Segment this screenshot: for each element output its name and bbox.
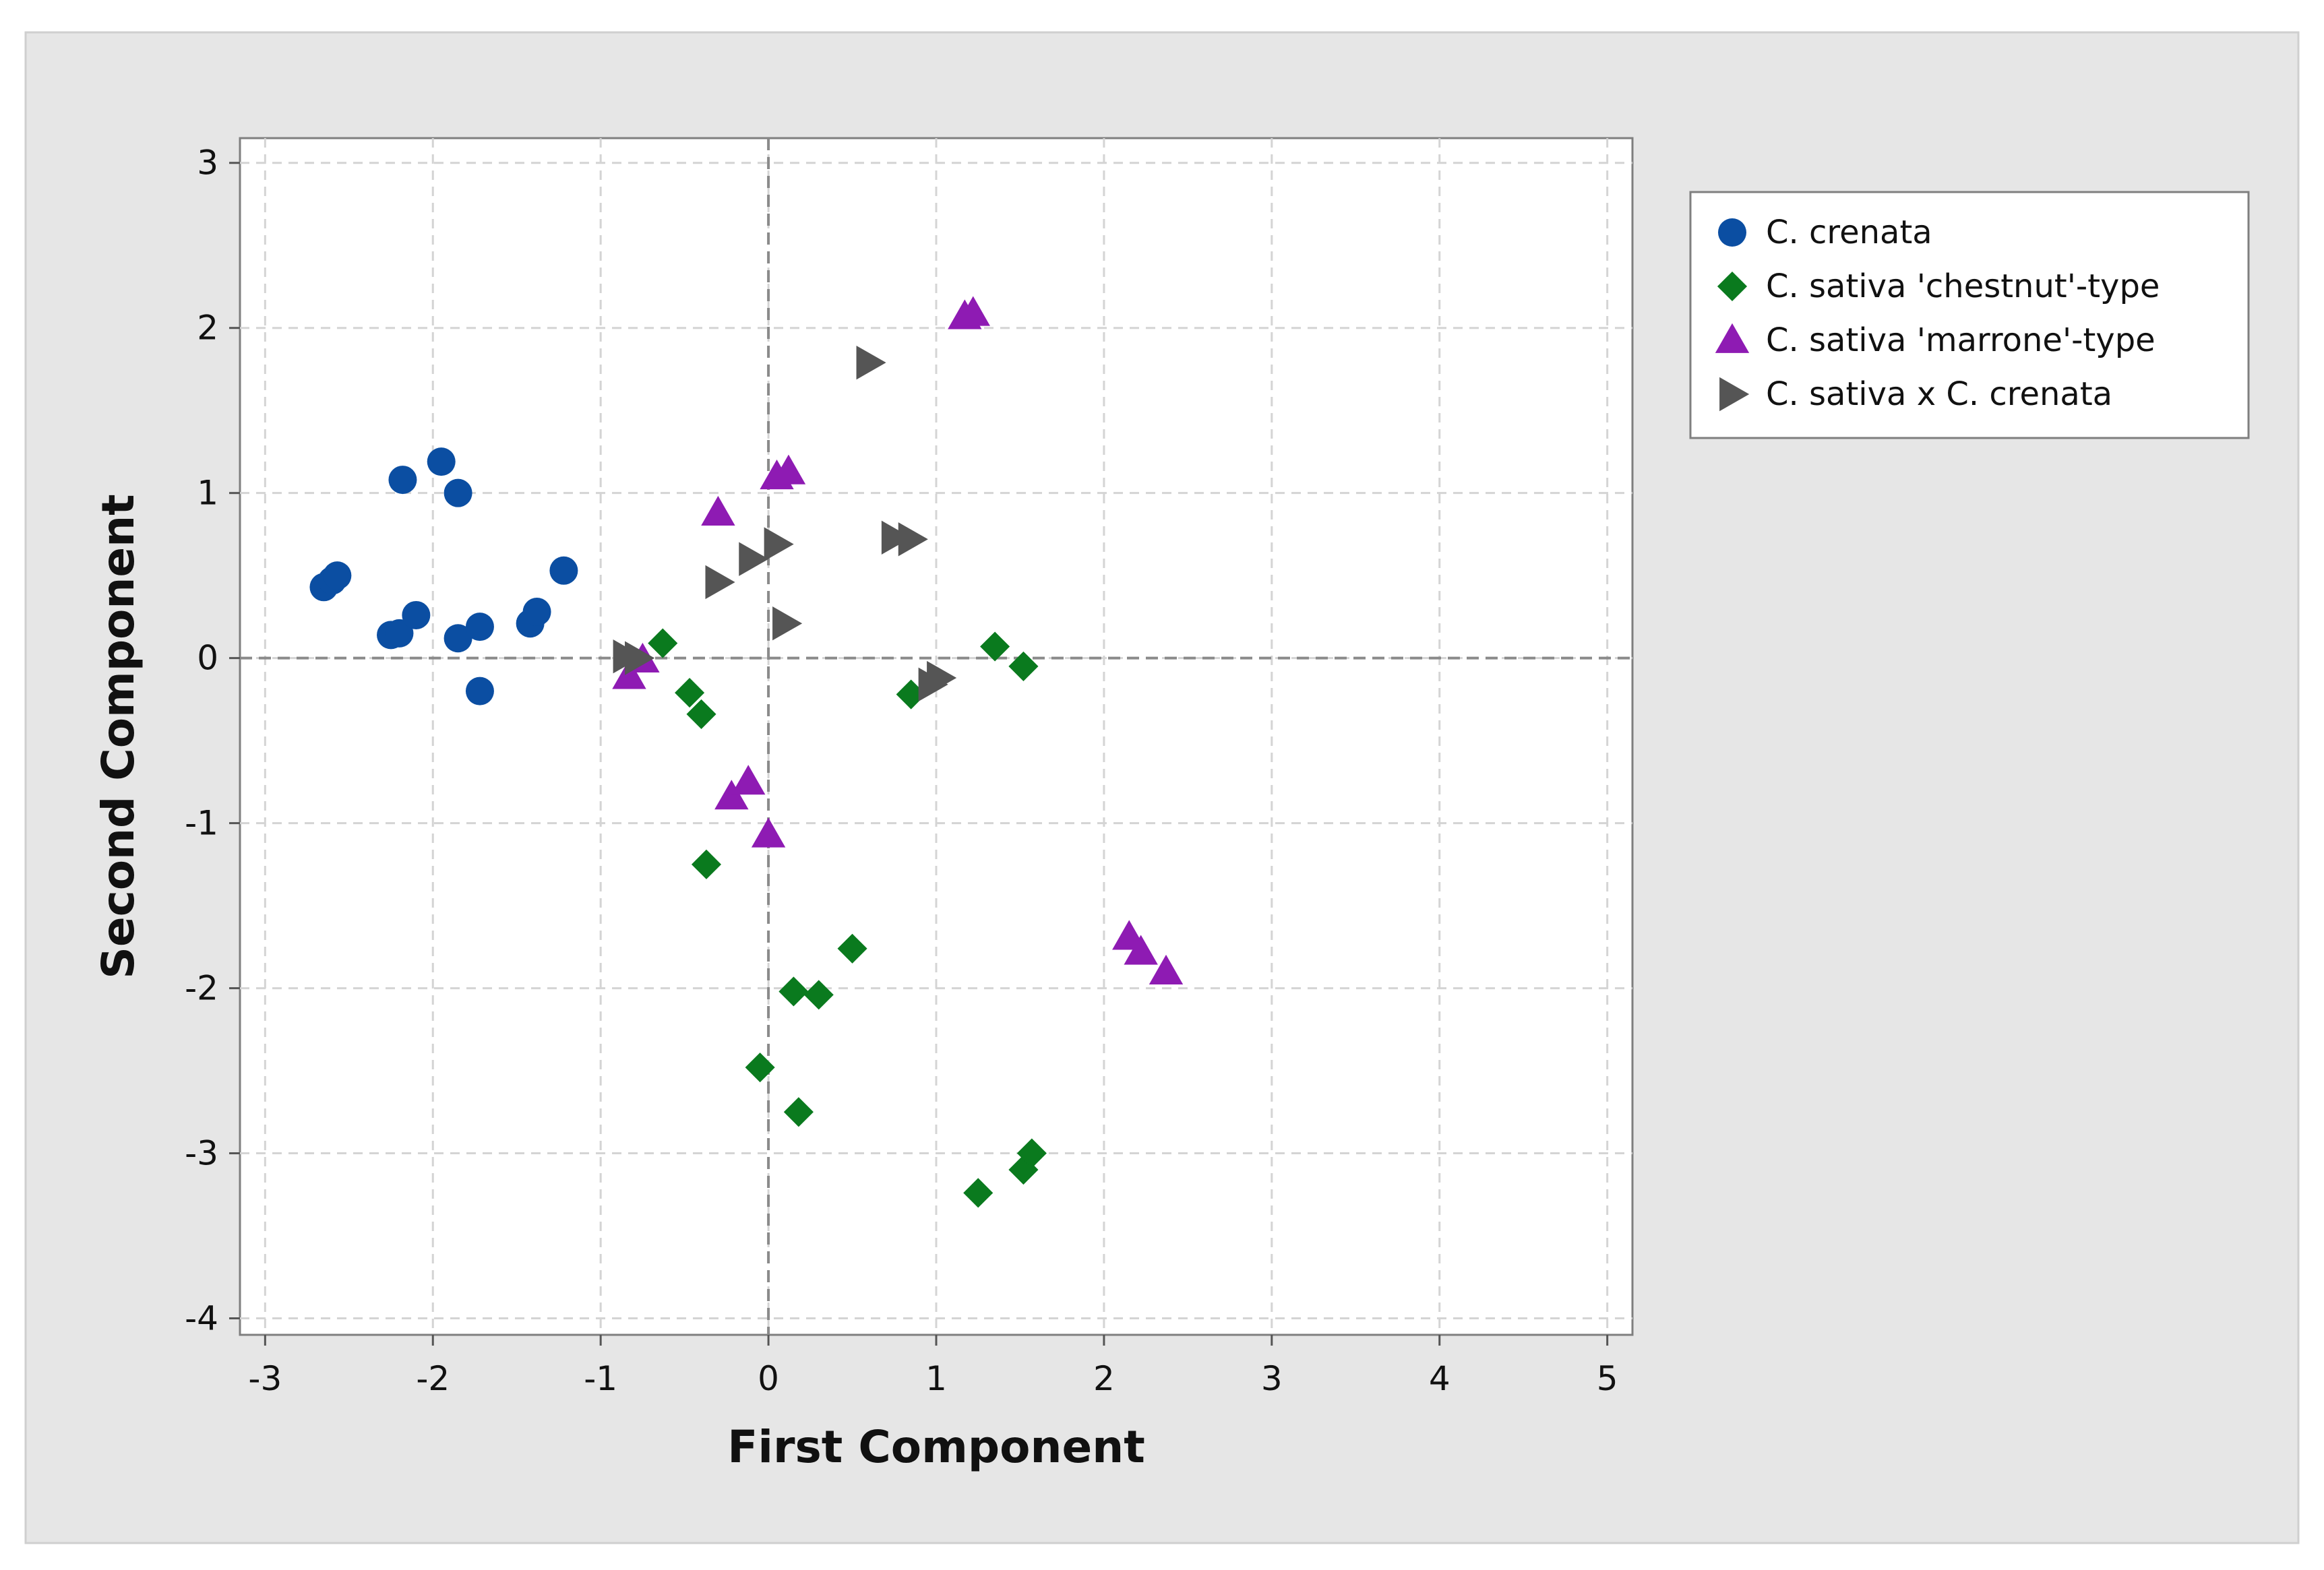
x-axis-title: First Component [727, 1421, 1145, 1473]
y-tick-label: 3 [197, 144, 218, 183]
data-point-series-3 [956, 296, 990, 326]
data-point-series-4 [856, 345, 886, 380]
data-point-series-4 [881, 520, 911, 555]
data-point-series-2 [686, 699, 716, 729]
data-point-series-2 [783, 1097, 814, 1127]
y-tick-label: -1 [185, 804, 218, 843]
y-tick-label: 2 [197, 309, 218, 348]
data-point-series-3 [751, 817, 786, 848]
data-point-series-1 [388, 466, 417, 495]
data-point-series-1 [427, 447, 456, 476]
legend-entry: C. crenata [1718, 214, 1932, 251]
y-tick-label: -3 [185, 1134, 218, 1173]
data-point-series-2 [803, 980, 834, 1010]
data-point-series-4 [739, 542, 769, 576]
legend-label: C. sativa x C. crenata [1766, 375, 2112, 413]
legend-entry: C. sativa 'chestnut'-type [1717, 268, 2160, 305]
x-tick-label: 0 [758, 1359, 779, 1398]
legend-marker-circle [1718, 218, 1746, 247]
x-tick-label: -3 [248, 1359, 282, 1398]
legend-marker-triangle-right [1719, 377, 1750, 412]
x-tick-label: 2 [1093, 1359, 1115, 1398]
x-tick-label: 5 [1597, 1359, 1618, 1398]
data-point-series-4 [927, 660, 957, 695]
data-point-series-2 [778, 976, 809, 1007]
data-point-series-1 [385, 619, 414, 648]
data-point-series-1 [465, 613, 494, 641]
y-tick-label: 0 [197, 639, 218, 678]
y-tick-label: 1 [197, 474, 218, 513]
data-point-series-3 [1149, 954, 1184, 984]
data-point-series-2 [648, 628, 678, 658]
data-point-series-3 [1124, 935, 1158, 965]
x-tick-label: 1 [925, 1359, 947, 1398]
data-point-series-3 [612, 659, 646, 689]
data-point-series-4 [772, 606, 803, 641]
legend-label: C. sativa 'marrone'-type [1766, 321, 2155, 359]
data-point-series-2 [745, 1053, 775, 1083]
legend-entry: C. sativa 'marrone'-type [1715, 321, 2155, 359]
legend-items: C. crenata C. sativa 'chestnut'-type C. sa… [1715, 214, 2160, 413]
data-point-series-2 [963, 1178, 993, 1208]
data-point-series-4 [764, 527, 794, 561]
data-point-series-4 [625, 641, 655, 675]
data-point-series-1 [444, 624, 472, 653]
x-tick-label: 3 [1261, 1359, 1283, 1398]
reference-lines [240, 138, 1632, 1335]
data-point-series-2 [837, 933, 867, 964]
x-tick-label: -1 [584, 1359, 617, 1398]
legend-label: C. sativa 'chestnut'-type [1766, 268, 2160, 305]
data-point-series-2 [980, 631, 1010, 662]
data-point-series-1 [323, 561, 352, 590]
legend: C. crenata C. sativa 'chestnut'-type C. sa… [1689, 191, 2250, 439]
x-tick-label: -2 [416, 1359, 450, 1398]
legend-label: C. crenata [1766, 214, 1932, 251]
legend-marker-triangle [1715, 323, 1750, 353]
x-tick-label: 4 [1429, 1359, 1450, 1398]
data-point-series-1 [465, 677, 494, 705]
legend-marker-diamond [1717, 271, 1748, 302]
y-tick-label: -2 [185, 969, 218, 1008]
data-point-series-1 [402, 600, 431, 629]
data-point-series-1 [522, 598, 551, 627]
legend-box [1689, 191, 2250, 439]
axis-ticks: -3 -2 -1 0 1 2 3 4 5 -4 -3 -2 -1 0 1 2 3 [185, 144, 1618, 1398]
legend-entry: C. sativa x C. crenata [1719, 375, 2112, 413]
data-point-series-2 [691, 849, 722, 879]
data-points [309, 296, 1184, 1208]
data-point-series-3 [771, 454, 806, 484]
data-point-series-4 [705, 565, 735, 600]
y-tick-label: -4 [185, 1299, 218, 1338]
data-point-series-3 [701, 495, 735, 526]
data-point-series-2 [675, 678, 705, 708]
data-point-series-1 [549, 556, 578, 585]
data-point-series-4 [898, 522, 928, 557]
data-point-series-2 [1008, 651, 1039, 681]
data-point-series-1 [444, 478, 472, 507]
data-point-series-3 [731, 765, 766, 795]
data-point-series-2 [1016, 1138, 1047, 1168]
y-axis-title: Second Component [92, 494, 144, 978]
